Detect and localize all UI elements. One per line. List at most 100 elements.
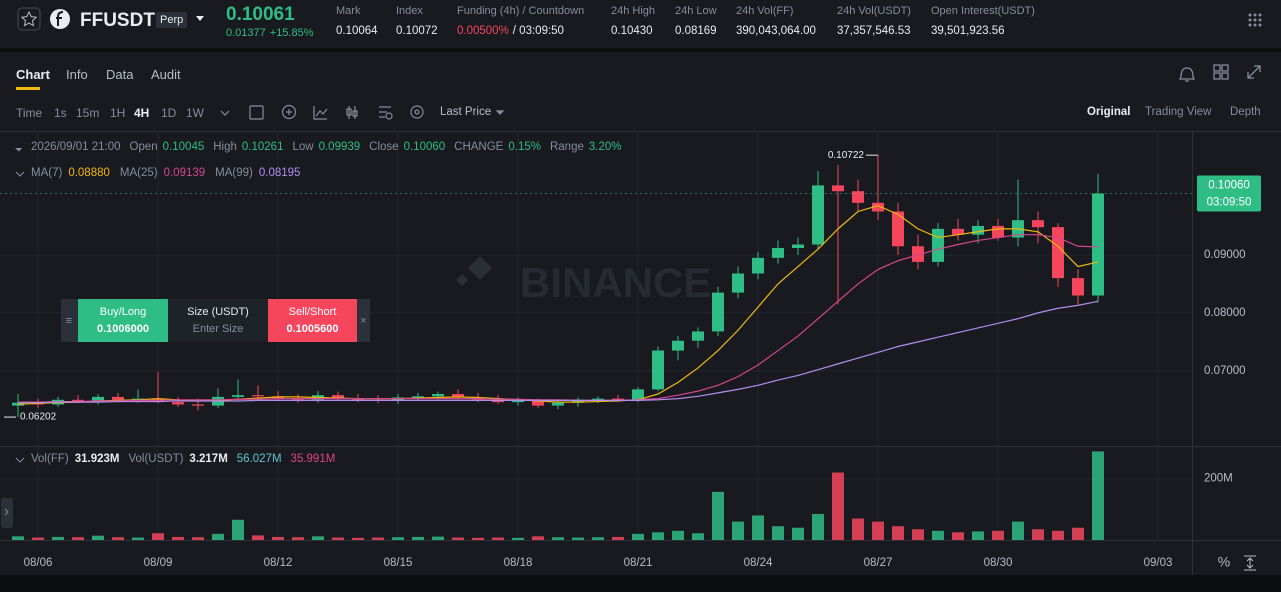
size-placeholder: Enter Size [192,323,244,335]
volume-bar [572,537,584,540]
auto-scale-button[interactable] [1244,555,1256,571]
tab[interactable]: Audit [151,67,181,82]
vol-value: 31.923M [74,453,120,465]
candle-body [1072,278,1084,296]
sell-button[interactable]: Sell/Short 0.1005600 [268,299,357,342]
candle-body [1032,220,1044,228]
ohlc-value: 0.09939 [318,141,361,153]
stat-number: 0.10072 [396,25,438,37]
legend-collapse[interactable] [15,144,23,152]
size-input[interactable]: Size (USDT) Enter Size [168,299,268,342]
volume-bar [1032,529,1044,540]
volume-bar [232,519,244,540]
volume-bar [632,533,644,540]
stat-number: 390,043,064.00 [736,25,816,37]
buy-price: 0.1006000 [97,323,149,335]
settings-icon[interactable] [379,106,391,118]
ma-collapse[interactable] [15,171,25,177]
volume-bar [612,536,624,540]
layout-icon[interactable] [1213,64,1221,72]
ma-name: MA(25) [119,167,158,179]
candle-body [72,399,84,401]
stat-label: 24h Vol(FF) [736,5,794,17]
percent-button[interactable]: % [1218,554,1230,570]
interval[interactable]: Time [16,106,43,120]
interval[interactable]: 1D [161,106,177,120]
volume-bar [112,537,124,540]
buy-button[interactable]: Buy/Long 0.1006000 [78,299,168,342]
ohlc-item: High 0.10261 [213,141,283,153]
symbol-dropdown[interactable] [196,16,204,21]
favorite-button[interactable] [17,7,41,31]
candle-body [532,400,544,406]
last-price: 0.10061 [226,4,295,25]
tab[interactable]: Data [106,67,134,82]
ohlc-label: CHANGE [454,141,504,153]
ohlc-value: 0.10261 [241,141,284,153]
interval[interactable]: 1W [186,106,204,120]
stat-value: 39,501,923.56 [931,25,1005,37]
ma-name: MA(7) [31,167,63,179]
stat-label: Funding (4h) / Countdown [457,5,585,17]
candle-body [832,185,844,192]
top-right-icons [1178,64,1261,82]
view-tab[interactable]: Trading View [1145,106,1212,118]
interval[interactable]: 1s [54,106,67,120]
volume-bar [672,530,684,540]
volume-bar [412,536,424,540]
alert-icon[interactable] [1178,67,1196,82]
volume-bar [392,537,404,540]
draw-icon[interactable] [313,106,328,120]
ohlc-value: 0.10060 [403,141,446,153]
tab[interactable]: Chart [16,67,50,82]
price-type[interactable]: Last Price [440,106,492,118]
interval[interactable]: 4H [134,106,150,120]
stat-number: 0.08169 [675,25,717,37]
x-tick-label: 08/06 [24,557,53,569]
vol-collapse[interactable] [15,457,25,463]
candle-body [872,202,884,212]
tab[interactable]: Info [66,67,88,82]
stat-label: Index [396,5,423,17]
stat-value: 37,357,546.53 [837,25,911,37]
view-tab[interactable]: Original [1087,106,1131,118]
calendar-icon[interactable] [249,105,264,120]
interval[interactable]: 1H [110,106,126,120]
volume-bar [152,533,164,540]
volume-bar [32,537,44,540]
candle-body [412,396,424,398]
volume-bar [872,521,884,540]
candle-body [752,257,764,274]
candle-date: 2026/09/01 21:00 [31,141,121,153]
interval[interactable]: 15m [76,106,100,120]
stat-label: Open Interest(USDT) [931,5,1035,17]
volume-bar [352,537,364,540]
ma-line [18,300,1099,404]
volume-bar [792,527,804,540]
candle-body [672,340,684,351]
drag-handle[interactable]: ≡ [65,314,73,327]
candle-type-icon[interactable] [348,106,356,119]
indicator-icon[interactable] [281,104,297,120]
candle-body [612,398,624,400]
menu-icon[interactable] [1248,13,1262,27]
fullscreen-icon[interactable] [1247,65,1261,79]
close-order-panel[interactable]: × [360,314,367,327]
stat-extra: / 03:09:50 [512,25,564,37]
snapshot-icon[interactable] [410,105,424,119]
candle-body [732,273,744,293]
candle-body [172,402,184,405]
volume-bar [692,533,704,540]
ohlc-value: 3.20% [588,141,622,153]
interval-dropdown[interactable] [220,110,230,116]
view-tab[interactable]: Depth [1230,106,1261,118]
stat-value: 0.10064 [336,25,378,37]
candle-body [852,191,864,203]
y-tick-label: 0.07000 [1204,365,1246,377]
candle-body [712,292,724,332]
active-tab-indicator [16,87,40,90]
price-type-dropdown[interactable] [495,110,505,115]
stat-value: 0.10072 [396,25,438,37]
y-tick-label: 0.09000 [1204,249,1246,261]
